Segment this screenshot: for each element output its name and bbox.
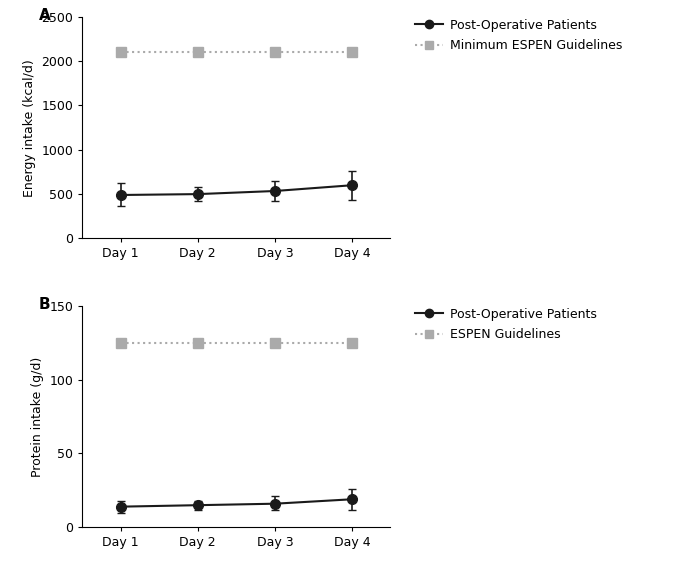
Text: A: A [39,8,51,23]
Y-axis label: Protein intake (g/d): Protein intake (g/d) [31,356,44,477]
Legend: Post-Operative Patients, ESPEN Guidelines: Post-Operative Patients, ESPEN Guideline… [415,307,597,341]
Legend: Post-Operative Patients, Minimum ESPEN Guidelines: Post-Operative Patients, Minimum ESPEN G… [415,19,623,52]
Y-axis label: Energy intake (kcal/d): Energy intake (kcal/d) [23,59,36,196]
Text: B: B [39,297,51,312]
